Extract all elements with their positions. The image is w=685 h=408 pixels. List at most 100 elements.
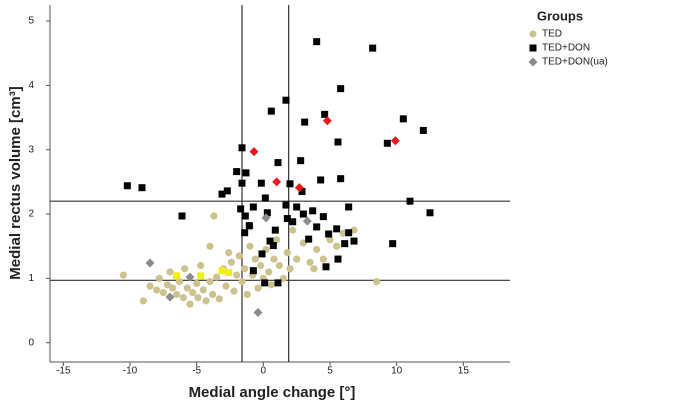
- point: [337, 85, 345, 93]
- y-tick-label: 4: [28, 80, 34, 91]
- point: [313, 38, 321, 46]
- point: [265, 268, 273, 276]
- point: [299, 239, 307, 247]
- point: [333, 242, 341, 250]
- point: [261, 194, 269, 202]
- point: [271, 226, 279, 234]
- point: [193, 279, 201, 288]
- point: [249, 267, 257, 275]
- point: [297, 157, 305, 165]
- legend-marker: [529, 44, 537, 52]
- point: [206, 242, 214, 250]
- point: [283, 249, 291, 257]
- point: [267, 107, 275, 115]
- point: [383, 139, 391, 147]
- point: [241, 212, 249, 220]
- point: [319, 255, 327, 263]
- point: [218, 267, 226, 275]
- point: [215, 295, 223, 303]
- point: [345, 229, 353, 237]
- point: [289, 218, 297, 226]
- point: [337, 175, 345, 183]
- x-axis-label: Medial angle change [°]: [189, 384, 356, 401]
- y-axis-label: Medial rectus volume [cm³]: [7, 86, 24, 279]
- point: [325, 230, 333, 238]
- y-tick-label: 2: [28, 209, 34, 220]
- point: [233, 271, 241, 279]
- point: [283, 215, 291, 223]
- point: [199, 286, 207, 294]
- point: [390, 136, 400, 146]
- point: [153, 286, 161, 294]
- point: [238, 144, 246, 152]
- point: [282, 201, 290, 209]
- point: [294, 183, 304, 193]
- point: [305, 235, 313, 243]
- point: [241, 265, 249, 273]
- x-tick-label: -10: [123, 366, 138, 377]
- point: [237, 205, 245, 213]
- point: [299, 210, 307, 218]
- point: [223, 187, 231, 195]
- point: [266, 237, 274, 245]
- point: [249, 147, 259, 157]
- point: [186, 300, 194, 308]
- point: [261, 213, 271, 223]
- point: [317, 176, 325, 184]
- x-tick-label: -5: [192, 366, 201, 377]
- point: [373, 277, 381, 286]
- point: [286, 180, 294, 188]
- point: [321, 110, 329, 118]
- y-tick-label: 1: [28, 273, 34, 284]
- point: [293, 255, 301, 263]
- point: [123, 182, 131, 190]
- legend-title: Groups: [537, 8, 583, 23]
- point: [238, 179, 246, 187]
- point: [169, 284, 177, 292]
- point: [251, 255, 259, 263]
- point: [155, 274, 163, 282]
- point: [282, 96, 290, 104]
- point: [218, 190, 226, 198]
- point: [173, 290, 181, 299]
- point: [225, 249, 233, 257]
- x-tick-label: -15: [56, 366, 71, 377]
- legend-label: TED+DON: [542, 43, 590, 54]
- point: [322, 263, 330, 271]
- point: [426, 209, 434, 217]
- point: [209, 290, 217, 299]
- point: [333, 225, 341, 233]
- point: [181, 265, 189, 273]
- point: [119, 271, 127, 279]
- point: [243, 290, 251, 299]
- y-tick-label: 0: [28, 337, 34, 348]
- point: [257, 179, 265, 187]
- point: [225, 269, 233, 277]
- point: [163, 281, 171, 289]
- y-tick-label: 5: [28, 16, 34, 27]
- point: [183, 284, 191, 292]
- point: [350, 226, 358, 234]
- point: [197, 261, 205, 270]
- point: [261, 279, 269, 287]
- x-tick-label: 5: [327, 366, 333, 377]
- point: [197, 272, 205, 280]
- point: [194, 294, 202, 302]
- point: [165, 292, 175, 302]
- point: [233, 168, 241, 176]
- point: [289, 226, 297, 234]
- point: [313, 245, 321, 254]
- point: [322, 116, 332, 126]
- point: [249, 203, 257, 211]
- point: [298, 188, 306, 196]
- point: [178, 212, 186, 220]
- point: [341, 240, 349, 248]
- point: [274, 159, 282, 167]
- point: [241, 229, 249, 237]
- point: [138, 184, 146, 192]
- point: [213, 273, 221, 281]
- point: [270, 255, 278, 263]
- legend-label: TED+DON(ua): [542, 57, 608, 68]
- point: [185, 272, 195, 282]
